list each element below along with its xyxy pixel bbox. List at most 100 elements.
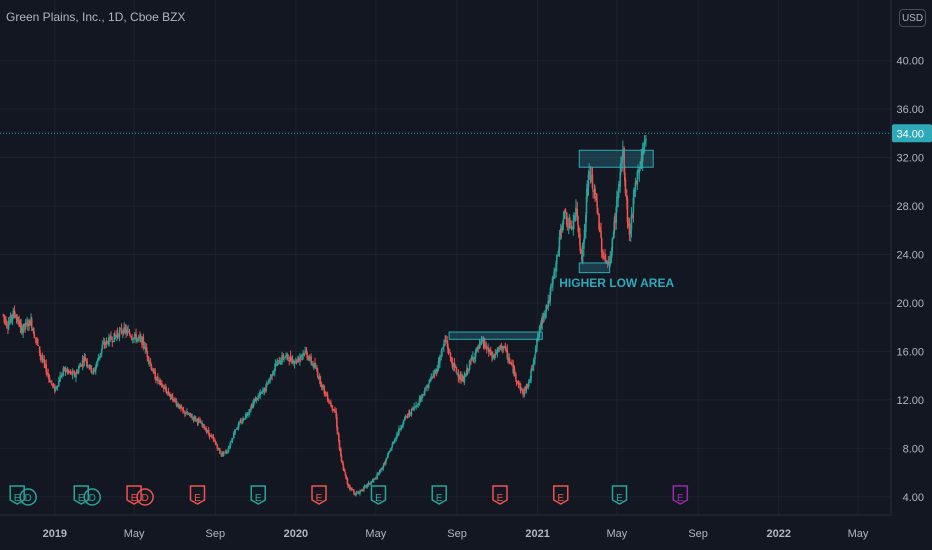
candle-body <box>600 238 603 253</box>
candle-body <box>85 360 88 362</box>
candle-body <box>124 327 127 330</box>
earnings-marker-label: E <box>78 493 85 504</box>
candle-body <box>572 219 575 229</box>
candle-body <box>297 358 300 361</box>
candle-body <box>75 371 78 375</box>
time-tick-label: May <box>607 528 628 540</box>
earnings-marker[interactable]: E <box>611 485 628 505</box>
candle-body <box>380 468 383 470</box>
candle-body <box>86 361 88 365</box>
candle-body <box>384 460 387 465</box>
earnings-marker[interactable]: E <box>250 485 267 505</box>
candle-body <box>310 356 312 363</box>
candle-body <box>131 338 133 340</box>
candle-body <box>18 320 20 327</box>
candle-body <box>84 357 87 361</box>
earnings-marker[interactable]: E <box>189 485 206 505</box>
candle-body <box>118 330 121 337</box>
candle-body <box>616 196 618 208</box>
candle-body <box>328 400 330 403</box>
candle-body <box>541 316 544 325</box>
candle-body <box>522 392 524 395</box>
candle-body <box>203 424 205 428</box>
candle-body <box>169 395 172 397</box>
candle-body <box>240 421 242 424</box>
candle-body <box>94 370 96 372</box>
candle-body <box>491 355 494 359</box>
candle-body <box>139 336 141 339</box>
candle-body <box>445 340 447 342</box>
candle-body <box>273 368 276 372</box>
candle-body <box>45 364 48 373</box>
candle-body <box>322 385 325 387</box>
candle-body <box>555 255 558 264</box>
candle-body <box>592 189 594 192</box>
earnings-marker[interactable]: E <box>553 485 569 505</box>
candle-body <box>437 360 440 369</box>
candle-body <box>428 380 431 384</box>
candle-body <box>574 215 577 220</box>
candle-body <box>513 368 516 374</box>
candle-body <box>526 384 528 389</box>
candle-body <box>498 348 501 350</box>
earnings-marker[interactable]: E <box>370 485 387 505</box>
candle-body <box>26 323 29 327</box>
earnings-marker[interactable]: E <box>492 485 508 505</box>
candle-body <box>371 481 374 483</box>
candle-body <box>184 413 187 415</box>
candle-body <box>406 415 409 417</box>
candle-body <box>69 371 72 373</box>
candle-body <box>421 394 424 396</box>
candle-body <box>193 416 195 419</box>
candle-body <box>199 422 202 424</box>
candle-body <box>366 484 369 487</box>
candle-body <box>26 322 28 324</box>
earnings-marker[interactable]: E <box>431 485 447 505</box>
currency-button[interactable]: USD <box>899 9 926 27</box>
candle-body <box>626 195 628 201</box>
candle-body <box>457 373 460 378</box>
earnings-marker-shape <box>553 485 569 505</box>
candle-body <box>234 429 236 434</box>
earnings-marker-shape <box>250 485 267 505</box>
candle-body <box>534 354 536 360</box>
candle-body <box>468 369 470 372</box>
candle-body <box>216 445 219 449</box>
candle-body <box>376 474 378 479</box>
candle-body <box>44 363 46 365</box>
candle-body <box>135 338 138 342</box>
candle-body <box>547 300 550 308</box>
candle-body <box>231 440 233 442</box>
earnings-marker[interactable]: E <box>311 485 327 505</box>
candle-body <box>449 353 452 358</box>
candle-body <box>33 333 36 338</box>
candle-body <box>349 487 351 490</box>
candle-body <box>56 386 59 388</box>
candle-body <box>496 348 499 353</box>
candle-body <box>602 256 605 258</box>
candle-body <box>316 367 318 372</box>
candle-body <box>164 387 167 391</box>
candle-body <box>195 419 197 421</box>
candle-body <box>542 316 545 318</box>
candle-body <box>576 208 579 217</box>
candle-body <box>214 441 217 443</box>
candle-body <box>382 466 384 470</box>
time-tick-label: Sep <box>688 528 708 540</box>
candle-body <box>643 140 646 145</box>
earnings-marker[interactable]: E <box>672 485 689 505</box>
candle-body <box>400 426 403 429</box>
candle-body <box>355 493 357 496</box>
candle-body <box>31 328 34 330</box>
candle-body <box>480 340 483 345</box>
candle-body <box>287 354 289 359</box>
candle-body <box>236 428 238 430</box>
candle-body <box>383 462 386 465</box>
candle-body <box>404 416 406 420</box>
candle-body <box>137 336 140 338</box>
